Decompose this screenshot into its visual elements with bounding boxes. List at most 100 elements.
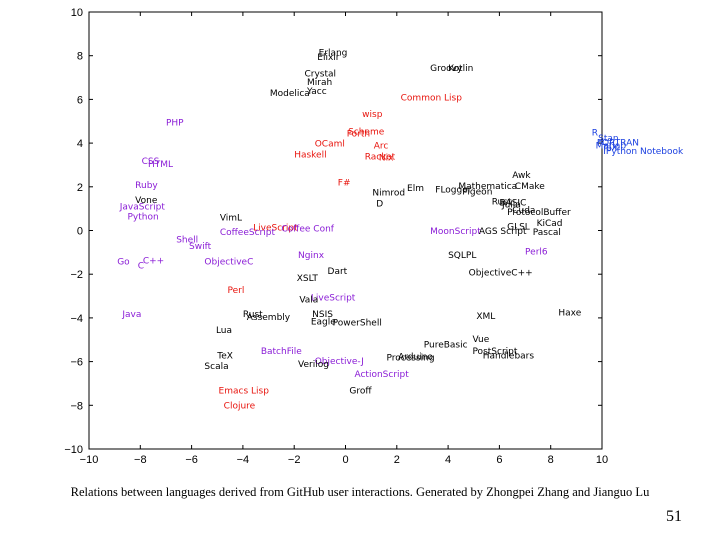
language-label: C <box>138 262 144 272</box>
page-number: 51 <box>666 508 682 525</box>
language-label: CoffeeScript <box>220 228 276 238</box>
language-label: LiveScript <box>253 224 298 234</box>
language-label: SQLPL <box>448 251 476 261</box>
y-tick-label: 4 <box>77 138 83 150</box>
language-label: ObjectiveC <box>204 257 253 267</box>
language-label: Elm <box>407 184 424 194</box>
language-label: Pascal <box>533 228 561 238</box>
language-label: Shell <box>176 236 198 246</box>
language-label: Dart <box>328 267 348 277</box>
language-label: Rust <box>492 197 512 207</box>
x-tick-label: −8 <box>134 454 147 466</box>
language-label: Common Lisp <box>401 93 463 103</box>
language-label: D <box>376 199 383 209</box>
language-label: Emacs Lisp <box>219 386 270 396</box>
language-label: PureBasic <box>424 340 468 350</box>
language-label: Arc <box>374 142 389 152</box>
language-label: OCaml <box>315 139 345 149</box>
language-label: Modelica <box>270 89 310 99</box>
language-label: Yacc <box>306 87 327 97</box>
language-label: Kotlin <box>448 64 473 74</box>
language-label: Handlebars <box>483 351 535 361</box>
language-label: Mathematica <box>458 182 517 192</box>
y-tick-label: −4 <box>70 313 83 325</box>
y-tick-label: 8 <box>77 51 83 63</box>
y-tick-label: −10 <box>64 444 83 456</box>
y-tick-label: −6 <box>70 357 83 369</box>
language-label: Scheme <box>348 127 385 137</box>
language-label: KiCad <box>537 219 563 229</box>
language-label: IPython Notebook <box>603 147 684 157</box>
language-label: Assembly <box>247 313 291 323</box>
language-label: Haxe <box>558 309 581 319</box>
language-label: Vone <box>135 196 158 206</box>
language-label: Python <box>127 213 158 223</box>
language-label: Nginx <box>298 251 325 261</box>
x-tick-label: 8 <box>548 454 554 466</box>
axis-ticks: −10 −8 −6 −4 −2 0 2 4 6 8 10 −10 −8 −6 −4 −2 0 2 4 6 8 10 <box>64 7 608 466</box>
language-label: Racket <box>365 152 396 162</box>
language-label: Java <box>121 310 141 320</box>
language-label: Nimrod <box>372 189 405 199</box>
language-label: BASIC <box>499 198 526 208</box>
x-tick-label: 2 <box>394 454 400 466</box>
language-label: PostScript <box>472 347 517 357</box>
language-label: Vala <box>299 296 318 306</box>
language-label: Matlab <box>596 142 627 152</box>
figure-caption: Relations between languages derived from… <box>70 485 650 499</box>
language-label: Groff <box>349 386 372 396</box>
x-tick-label: 0 <box>342 454 348 466</box>
language-label: Stan <box>598 134 618 144</box>
x-tick-label: −10 <box>80 454 99 466</box>
language-label: Perl6 <box>525 248 548 258</box>
language-label: Cuda <box>512 206 535 216</box>
language-label: Haskell <box>294 150 326 160</box>
language-label: Awk <box>512 171 531 181</box>
language-label: Go <box>117 257 130 267</box>
language-label: BatchFile <box>261 347 302 357</box>
language-label: ObjectiveC++ <box>469 268 533 278</box>
language-label: Clojure <box>224 402 256 412</box>
language-label: wisp <box>362 110 383 120</box>
language-label: XML <box>476 312 495 322</box>
language-label: Rust <box>243 310 263 320</box>
language-label: Nix <box>379 154 394 164</box>
y-tick-label: 10 <box>71 7 83 19</box>
language-label: NSIS <box>312 310 333 320</box>
y-tick-label: 6 <box>77 94 83 106</box>
language-label: XSLT <box>297 274 319 284</box>
language-label: Vue <box>472 335 489 345</box>
x-tick-label: 6 <box>496 454 502 466</box>
y-tick-label: 0 <box>77 226 83 238</box>
language-label: TeX <box>601 144 618 154</box>
scatter-chart: −10 −8 −6 −4 −2 0 2 4 6 8 10 −10 −8 −6 −4 −2 0 2 4 6 8 10 Erl… <box>64 7 684 466</box>
y-tick-label: −2 <box>70 269 83 281</box>
language-label: AGS Script <box>479 227 527 237</box>
language-label: Ruby <box>135 181 158 191</box>
x-tick-label: −4 <box>237 454 250 466</box>
language-label: Erlang <box>319 49 348 59</box>
language-label: Perl <box>228 286 245 296</box>
language-label: Scala <box>204 362 228 372</box>
language-label: Swift <box>189 242 212 252</box>
language-label: TeX <box>216 351 233 361</box>
language-label: CMake <box>515 182 545 192</box>
language-label: Lua <box>216 326 232 336</box>
language-label: VimL <box>220 214 242 224</box>
language-label: Arduino <box>398 352 433 362</box>
language-label: JavaScript <box>119 203 166 213</box>
language-label: Processing <box>387 354 435 364</box>
y-tick-label: 2 <box>77 182 83 194</box>
language-label: MoonScript <box>430 227 481 237</box>
y-tick-label: −8 <box>70 400 83 412</box>
language-label: HTML <box>148 160 173 170</box>
language-label: PHP <box>166 119 184 129</box>
x-tick-label: −6 <box>185 454 198 466</box>
language-label: F# <box>338 179 351 189</box>
language-label: ActionScript <box>354 370 409 380</box>
language-label: Objective-J <box>315 357 364 367</box>
language-label: Groovy <box>430 64 463 74</box>
language-label: LiveScript <box>311 293 356 303</box>
language-label: C++ <box>143 256 164 266</box>
